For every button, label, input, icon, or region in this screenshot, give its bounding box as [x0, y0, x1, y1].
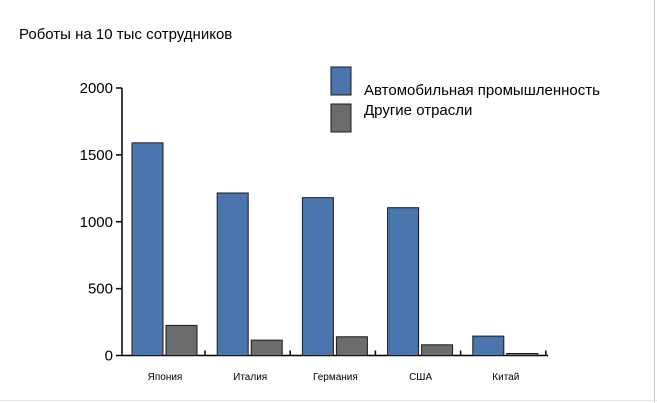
x-axis-categories: Япония Италия Германия США Китай — [148, 372, 520, 383]
bar-other-3 — [421, 344, 454, 356]
y-tick-label: 500 — [88, 281, 113, 298]
bar-auto-2 — [301, 197, 334, 356]
chart-legend: Автомобильная промышленность Другие отрас… — [330, 66, 600, 133]
bar-other-2 — [335, 336, 368, 356]
bar-other-4 — [506, 352, 539, 356]
x-category-label: Япония — [148, 372, 183, 383]
x-category-label: Италия — [233, 372, 267, 383]
bar-auto-1 — [216, 192, 249, 356]
y-axis-ticks: 0 500 1000 1500 2000 — [80, 80, 122, 365]
y-tick-label: 0 — [105, 348, 113, 365]
bar-auto-0 — [131, 142, 164, 356]
legend-label-1: Другие отрасли — [364, 102, 472, 119]
x-category-label: США — [409, 372, 432, 383]
chart-bars — [131, 142, 539, 357]
bar-other-1 — [250, 339, 283, 356]
legend-swatch-0 — [330, 66, 352, 96]
legend-swatch-1 — [330, 103, 352, 133]
chart-title: Роботы на 10 тыс сотрудников — [19, 26, 233, 43]
bar-auto-4 — [472, 335, 505, 357]
frame-border-right — [654, 0, 655, 403]
x-category-label: Китай — [492, 372, 519, 383]
y-tick-label: 2000 — [80, 80, 113, 97]
y-tick-label: 1000 — [80, 214, 113, 231]
legend-label-0: Автомобильная промышленность — [364, 82, 600, 99]
bar-auto-3 — [387, 207, 420, 356]
x-category-label: Германия — [313, 372, 358, 383]
y-tick-label: 1500 — [80, 147, 113, 164]
frame-border-bottom — [0, 400, 657, 401]
bar-other-0 — [165, 324, 198, 356]
